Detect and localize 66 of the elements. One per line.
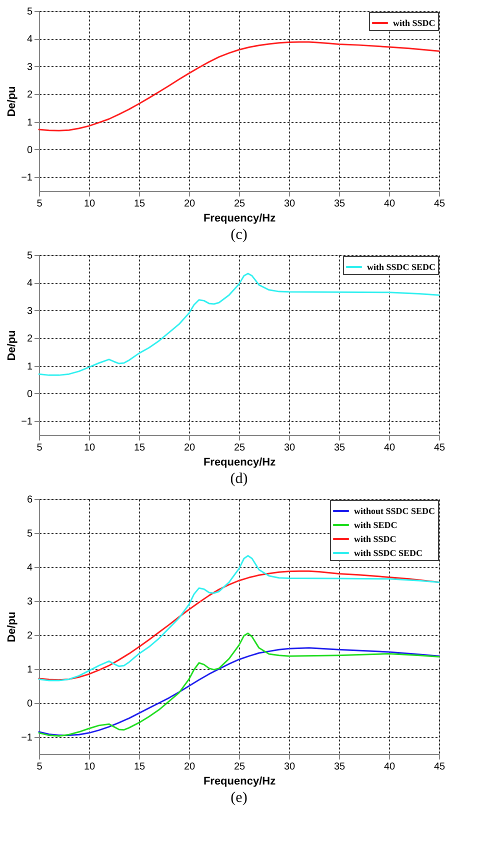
x-axis-title: Frequency/Hz [203, 212, 276, 224]
x-tick-label: 45 [434, 762, 446, 772]
legend-label: without SSDC SEDC [354, 506, 436, 516]
x-tick-label: 35 [334, 762, 346, 772]
y-axis-title: De/pu [6, 86, 18, 117]
x-tick-label: 15 [134, 442, 146, 454]
x-tick-label: 40 [384, 442, 396, 454]
y-tick-label: 5 [26, 528, 33, 540]
y-tick-label: 3 [26, 62, 33, 73]
legend-label: with SSDC SEDC [354, 548, 423, 558]
y-tick-label: 2 [26, 630, 33, 642]
x-axis-title: Frequency/Hz [203, 776, 276, 788]
y-tick-label: 0 [26, 144, 33, 156]
x-tick-label: 40 [384, 762, 396, 772]
y-axis-title: De/pu [6, 612, 18, 642]
y-tick-label: 5 [26, 6, 33, 18]
y-tick-label: 1 [26, 361, 33, 372]
y-tick-label: 4 [26, 34, 33, 46]
x-axis-title: Frequency/Hz [203, 456, 276, 468]
y-tick-label: 1 [26, 664, 33, 676]
legend-label: with SEDC [354, 520, 398, 530]
text: (e) [230, 790, 248, 806]
y-axis-title: De/pu [6, 330, 18, 361]
x-tick-label: 35 [334, 442, 346, 454]
y-tick-label: 2 [26, 334, 33, 345]
y-tick-label: −1 [21, 416, 33, 428]
y-tick-label: 6 [26, 494, 33, 506]
x-tick-label: 25 [234, 198, 246, 210]
y-tick-label: 4 [26, 562, 33, 574]
x-tick-label: 20 [184, 198, 196, 210]
line-series [38, 41, 440, 132]
x-tick-label: 10 [84, 198, 96, 210]
text: (c) [230, 227, 248, 243]
text: (d) [230, 471, 248, 487]
legend-label: with SSDC [393, 18, 436, 28]
x-tick-label: 25 [234, 442, 246, 454]
x-tick-label: 30 [284, 762, 296, 772]
x-tick-label: 5 [36, 762, 43, 772]
x-tick-label: 5 [36, 198, 43, 210]
y-tick-label: 3 [26, 306, 33, 317]
line-series [38, 272, 440, 376]
x-tick-label: 30 [284, 198, 296, 210]
x-tick-label: 5 [36, 442, 43, 454]
y-tick-label: 0 [26, 698, 33, 710]
y-tick-label: 4 [26, 278, 33, 290]
x-tick-label: 30 [284, 442, 296, 454]
x-tick-label: 25 [234, 762, 246, 772]
x-tick-label: 40 [384, 198, 396, 210]
x-tick-label: 15 [134, 198, 146, 210]
x-tick-label: 10 [84, 762, 96, 772]
x-tick-label: 20 [184, 442, 196, 454]
y-tick-label: 2 [26, 90, 33, 101]
y-tick-label: 1 [26, 117, 33, 128]
y-tick-label: −1 [21, 172, 33, 184]
y-tick-label: 3 [26, 596, 33, 608]
legend-label: with SSDC [354, 534, 396, 544]
x-tick-label: 45 [434, 442, 446, 454]
legend-label: with SSDC SEDC [367, 262, 436, 272]
y-tick-label: −1 [21, 732, 33, 744]
x-tick-label: 20 [184, 762, 196, 772]
x-tick-label: 10 [84, 442, 96, 454]
y-tick-label: 0 [26, 388, 33, 400]
x-tick-label: 15 [134, 762, 146, 772]
x-tick-label: 35 [334, 198, 346, 210]
y-tick-label: 5 [26, 250, 33, 262]
x-tick-label: 45 [434, 198, 446, 210]
